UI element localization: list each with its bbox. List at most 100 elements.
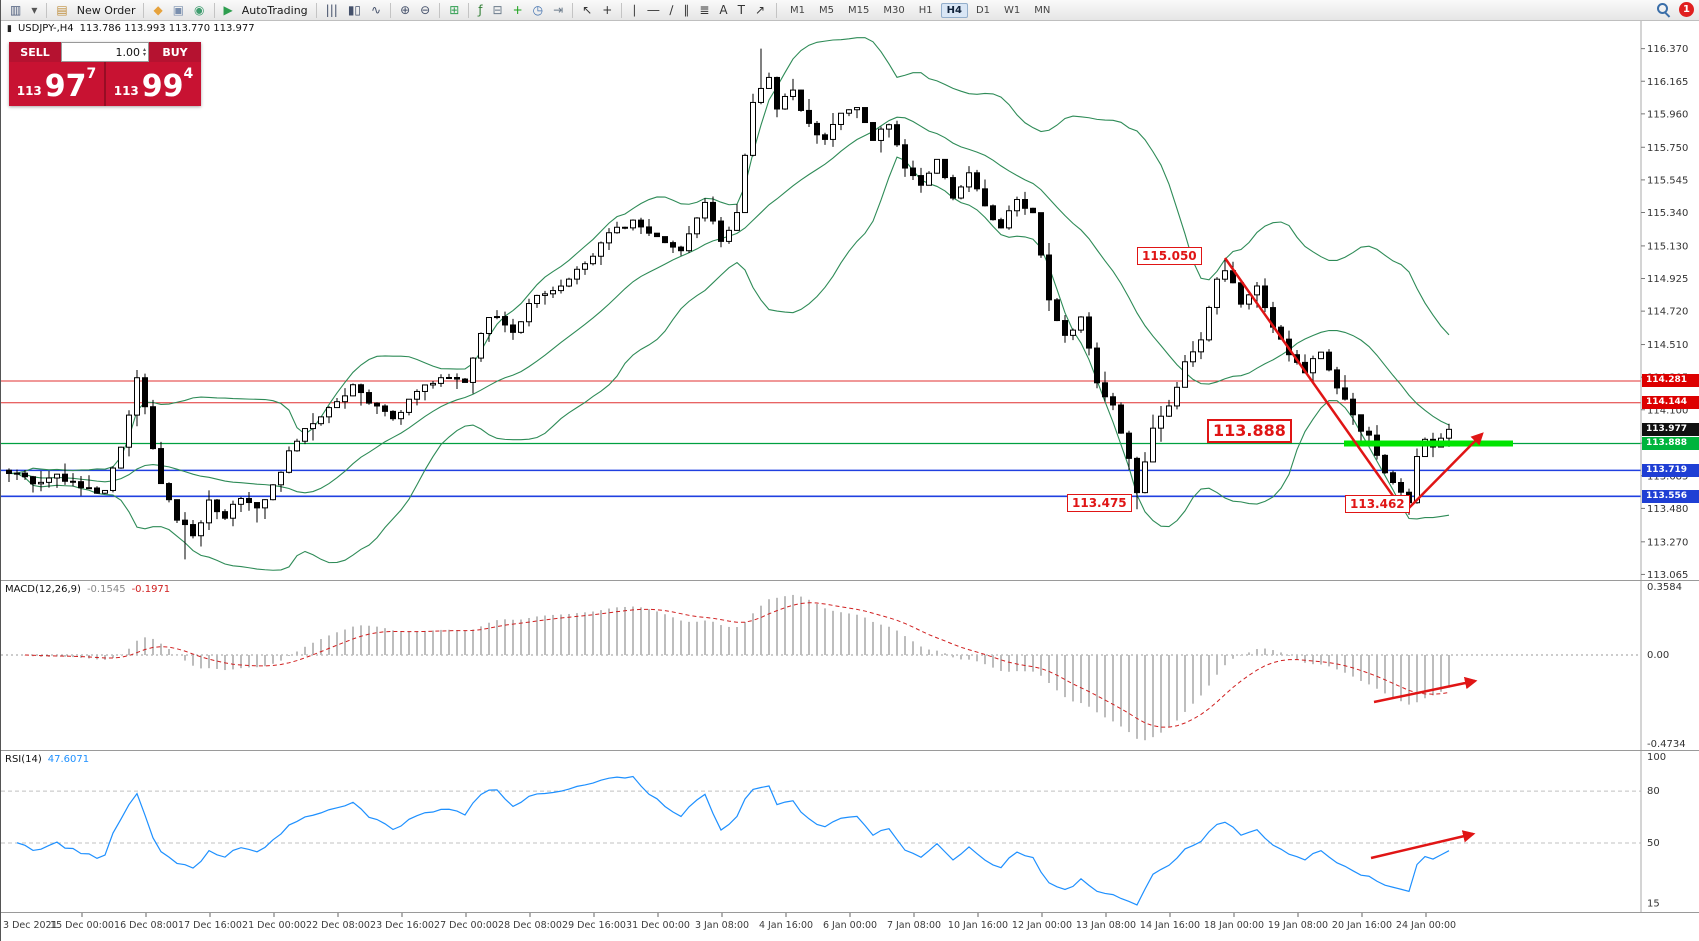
indicator-window-icon[interactable]: ⊟ — [492, 3, 503, 17]
macd-up-arrow[interactable] — [1373, 676, 1478, 704]
svg-text:15: 15 — [1647, 899, 1660, 910]
rsi-value: 47.6071 — [47, 754, 90, 765]
svg-text:113.065: 113.065 — [1647, 570, 1688, 580]
svg-text:12 Jan 00:00: 12 Jan 00:00 — [1012, 920, 1072, 931]
price-tag-113.977: 113.977 — [1642, 422, 1699, 436]
scripts-icon[interactable]: ▣ — [172, 3, 185, 17]
svg-text:114.720: 114.720 — [1647, 307, 1688, 318]
macd-chart[interactable]: 0.3584 0.00 -0.4734 — [1, 581, 1699, 750]
sell-price-display[interactable]: 113 97 7 — [9, 62, 104, 106]
timeframe-m1[interactable]: M1 — [790, 4, 806, 16]
buy-pips: 99 — [141, 69, 184, 104]
bar-chart-icon[interactable]: ||| — [325, 3, 338, 17]
zoom-in-icon[interactable]: ⊕ — [400, 3, 411, 17]
label-icon[interactable]: T — [737, 3, 745, 17]
svg-text:114.925: 114.925 — [1647, 274, 1688, 285]
svg-text:20 Jan 16:00: 20 Jan 16:00 — [1332, 920, 1392, 931]
toolbar-groups: ▥ ▾ ▤ New Order ◆ ▣ ◉ ▶ AutoTrading ||| ▮▯ ∿ ⊕ ⊖ ⊞ ƒ ⊟ + ◷… — [5, 1, 770, 19]
rsi-name: RSI(14) — [5, 754, 42, 765]
svg-text:10 Jan 16:00: 10 Jan 16:00 — [948, 920, 1008, 931]
chevron-down-icon[interactable]: ▾ — [31, 3, 38, 17]
volume-input[interactable]: 1.00 ▴ ▾ — [61, 42, 149, 62]
time-axis[interactable]: 3 Dec 2021 15 Dec 00:00 16 Dec 08:00 17 Dec… — [1, 912, 1699, 941]
symbol-timeframe: USDJPY-,H4 — [17, 23, 74, 34]
price-label-115050[interactable]: 115.050 — [1137, 247, 1202, 265]
price-chart-panel: 116.370 116.165 115.960 115.750 115.545 115.3… — [1, 20, 1699, 580]
volume-value[interactable]: 1.00 — [115, 45, 140, 59]
timeframe-m5[interactable]: M5 — [819, 4, 835, 16]
sell-button[interactable]: SELL — [9, 42, 61, 62]
text-icon[interactable]: A — [719, 3, 728, 17]
horizontal-line-icon[interactable]: ― — [647, 3, 660, 17]
svg-text:80: 80 — [1647, 786, 1660, 797]
toolbar-separator — [572, 2, 574, 18]
line-chart-icon[interactable]: ∿ — [371, 3, 382, 17]
svg-text:6 Jan 00:00: 6 Jan 00:00 — [823, 920, 877, 931]
buy-button[interactable]: BUY — [149, 42, 201, 62]
rsi-chart[interactable]: 100 80 50 15 — [1, 751, 1699, 912]
timeframe-m30[interactable]: M30 — [883, 4, 905, 16]
svg-text:23 Dec 16:00: 23 Dec 16:00 — [370, 920, 434, 931]
rsi-panel: 100 80 50 15 RSI(14) 47.6071 — [1, 750, 1699, 913]
timeframe-m15[interactable]: M15 — [848, 4, 870, 16]
toolbar-separator — [213, 2, 215, 18]
macd-name: MACD(12,26,9) — [5, 584, 81, 595]
volume-spinner[interactable]: ▴ ▾ — [142, 46, 146, 58]
timeframe-h1[interactable]: H1 — [918, 4, 933, 16]
crosshair-icon[interactable]: + — [602, 3, 613, 17]
svg-text:24 Jan 00:00: 24 Jan 00:00 — [1396, 920, 1456, 931]
vertical-line-icon[interactable]: ∣ — [631, 3, 638, 17]
arrows-icon[interactable]: ↗ — [754, 3, 766, 17]
chart-ohlc-header: ▮ USDJPY-,H4 113.786 113.993 113.770 113… — [7, 23, 255, 34]
trendline-icon[interactable]: ∕ — [669, 3, 674, 17]
bollinger-bands — [8, 37, 1450, 571]
expert-advisors-icon[interactable]: ◆ — [153, 3, 163, 17]
buy-price-display[interactable]: 113 99 4 — [104, 62, 201, 106]
timeframe-w1[interactable]: W1 — [1004, 4, 1021, 16]
spinner-down-icon[interactable]: ▾ — [142, 51, 146, 58]
svg-text:116.165: 116.165 — [1647, 77, 1688, 88]
rsi-up-arrow[interactable] — [1370, 830, 1476, 860]
svg-text:115.340: 115.340 — [1647, 208, 1688, 219]
trend-arrows[interactable] — [1223, 257, 1484, 513]
chart-mini-icon[interactable]: ▥ — [10, 3, 22, 17]
candlestick-symbol-icon: ▮ — [7, 23, 12, 34]
svg-text:50: 50 — [1647, 838, 1660, 849]
chart-shift-icon[interactable]: ⇥ — [553, 3, 564, 17]
svg-text:18 Jan 00:00: 18 Jan 00:00 — [1204, 920, 1264, 931]
price-label-113888[interactable]: 113.888 — [1207, 419, 1292, 443]
fibonacci-icon[interactable]: ≣ — [699, 3, 710, 17]
svg-text:21 Dec 00:00: 21 Dec 00:00 — [242, 920, 306, 931]
candlestick-chart-icon[interactable]: ▮▯ — [347, 3, 362, 17]
autotrading-play-icon[interactable]: ▶ — [223, 3, 233, 17]
price-chart[interactable]: 116.370 116.165 115.960 115.750 115.545 115.3… — [1, 20, 1699, 580]
new-order-icon[interactable]: ▤ — [56, 3, 68, 17]
add-indicator-icon[interactable]: + — [512, 3, 523, 17]
timeframe-d1[interactable]: D1 — [975, 4, 991, 16]
tile-windows-icon[interactable]: ⊞ — [449, 3, 460, 17]
svg-text:113.270: 113.270 — [1647, 537, 1688, 548]
price-label-113462[interactable]: 113.462 — [1345, 495, 1410, 513]
svg-text:16 Dec 08:00: 16 Dec 08:00 — [114, 920, 178, 931]
notification-badge[interactable]: 1 — [1679, 2, 1694, 17]
market-icon[interactable]: ◉ — [194, 3, 205, 17]
timeframe-mn[interactable]: MN — [1034, 4, 1051, 16]
auto-scroll-icon[interactable]: ◷ — [532, 3, 544, 17]
channel-icon[interactable]: ∥ — [683, 3, 690, 17]
cursor-icon[interactable]: ↖ — [582, 3, 593, 17]
svg-text:114.510: 114.510 — [1647, 340, 1688, 351]
svg-text:28 Dec 08:00: 28 Dec 08:00 — [498, 920, 562, 931]
price-label-113475[interactable]: 113.475 — [1067, 494, 1132, 512]
autotrading-label[interactable]: AutoTrading — [241, 3, 308, 17]
toolbar-separator — [468, 2, 470, 18]
zoom-out-icon[interactable]: ⊖ — [420, 3, 431, 17]
new-order-label[interactable]: New Order — [76, 3, 136, 17]
svg-text:116.370: 116.370 — [1647, 44, 1688, 55]
timeframe-h4[interactable]: H4 — [940, 2, 968, 18]
spinner-up-icon[interactable]: ▴ — [142, 46, 146, 53]
indicators-icon[interactable]: ƒ — [478, 3, 483, 17]
toolbar-right: 1 — [1656, 2, 1694, 17]
search-icon[interactable] — [1656, 2, 1671, 17]
